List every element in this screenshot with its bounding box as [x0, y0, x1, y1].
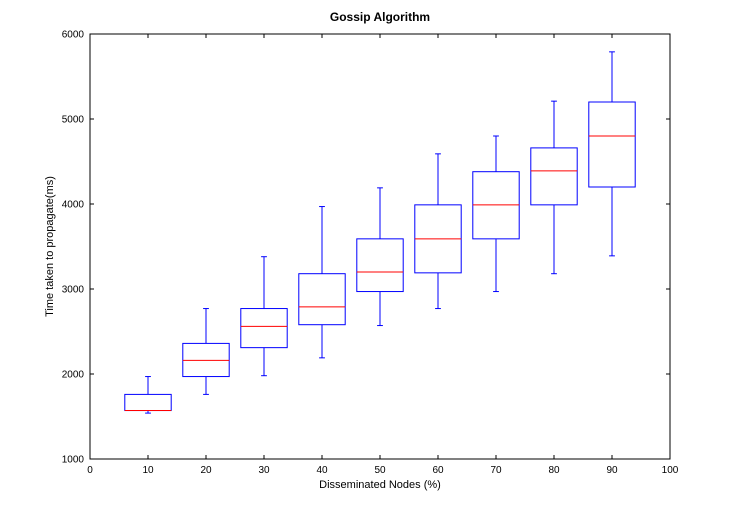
- box-40: [298, 206, 346, 359]
- iqr-box: [588, 101, 636, 188]
- ticks-layer: 0 10 20 30 40 50 60 70 80 90 100 1000 2000 3000 4000 50…: [62, 30, 679, 477]
- box-80: [530, 100, 578, 275]
- box-90: [588, 51, 636, 257]
- x-axis-label: Disseminated Nodes (%): [319, 479, 441, 491]
- y-tick-label: 1000: [62, 455, 85, 466]
- x-tick-label: 10: [142, 465, 154, 476]
- x-tick-label: 60: [432, 465, 444, 476]
- x-tick-label: 70: [490, 465, 502, 476]
- box-20: [182, 308, 230, 395]
- x-tick-label: 40: [316, 465, 328, 476]
- box-10: [124, 376, 172, 414]
- x-tick-label: 50: [374, 465, 386, 476]
- x-tick-label: 90: [606, 465, 618, 476]
- iqr-box: [298, 273, 346, 326]
- x-tick-label: 0: [87, 465, 93, 476]
- x-tick-label: 80: [548, 465, 560, 476]
- iqr-box: [240, 308, 288, 349]
- box-50: [356, 187, 404, 327]
- box-70: [472, 135, 520, 293]
- y-tick-label: 6000: [62, 30, 85, 41]
- y-tick-label: 4000: [62, 200, 85, 211]
- iqr-box: [124, 393, 172, 412]
- x-tick-label: 100: [662, 465, 679, 476]
- x-tick-label: 30: [258, 465, 270, 476]
- boxes-layer: [124, 51, 636, 414]
- plot-frame: [89, 33, 671, 460]
- box-30: [240, 256, 288, 377]
- box-60: [414, 153, 462, 310]
- iqr-box: [356, 238, 404, 293]
- chart-title: Gossip Algorithm: [330, 10, 430, 24]
- x-tick-label: 20: [200, 465, 212, 476]
- iqr-box: [530, 147, 578, 206]
- y-tick-label: 2000: [62, 370, 85, 381]
- y-axis-label: Time taken to propagate(ms): [44, 176, 56, 317]
- y-tick-label: 5000: [62, 115, 85, 126]
- y-tick-label: 3000: [62, 285, 85, 296]
